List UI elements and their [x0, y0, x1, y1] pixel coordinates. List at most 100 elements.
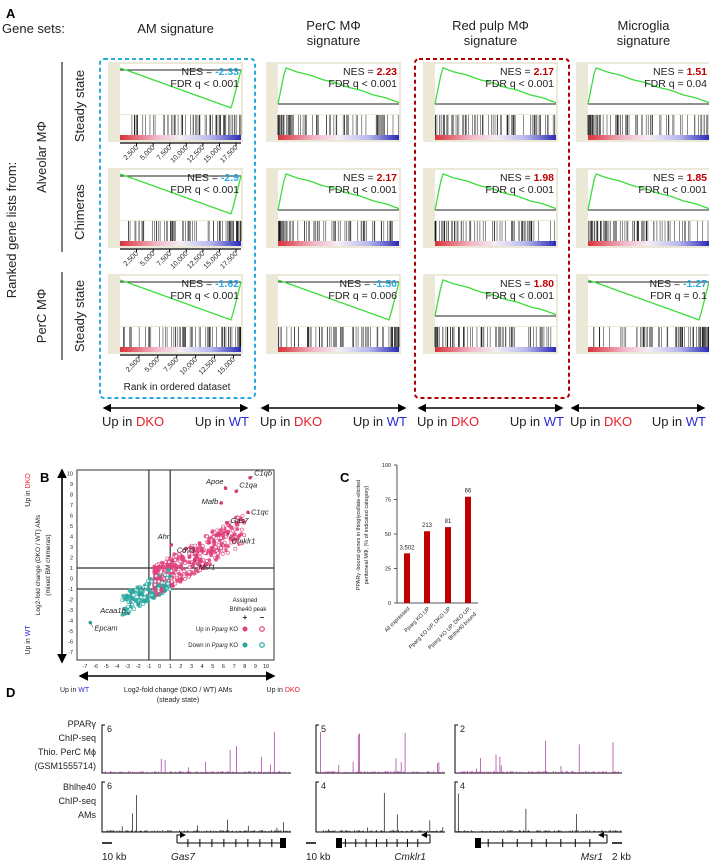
up-point — [208, 562, 212, 567]
track-max-label: 4 — [321, 781, 326, 791]
track-axis — [101, 724, 291, 774]
rank-color-bar — [588, 135, 709, 140]
y-tick-label: 9 — [70, 482, 73, 488]
x-tick-label: 6 — [222, 664, 225, 670]
up-point — [211, 538, 216, 543]
up-point — [152, 564, 157, 569]
up-point — [177, 571, 182, 576]
up-in-wt-label: Up in WT — [60, 687, 90, 694]
row-label-steady-state-perc: Steady state — [72, 280, 87, 352]
up-point — [156, 579, 161, 584]
enrichment-curve — [277, 173, 400, 211]
up-point — [229, 540, 234, 545]
fdr-value: FDR q < 0.001 — [485, 78, 554, 90]
down-point — [165, 581, 170, 586]
down-point — [126, 604, 130, 609]
rank-color-bar — [435, 241, 556, 246]
rank-tick-label: 2,500 — [123, 144, 140, 161]
up-point — [167, 560, 172, 564]
barcode-area — [120, 115, 241, 135]
bar — [424, 531, 430, 603]
column-title: Red pulp MΦ — [452, 18, 529, 33]
wt-text: WT — [229, 414, 249, 429]
dko-text: DKO — [136, 414, 164, 429]
group-label-alveolar: Alveolar MΦ — [34, 121, 49, 193]
column-title: AM signature — [137, 21, 214, 36]
up-point — [187, 570, 192, 575]
y-tick-label: 1 — [70, 566, 73, 572]
up-point — [200, 543, 205, 548]
up-point — [165, 556, 170, 561]
legend-title: Bhlhe40 peak — [230, 607, 268, 613]
down-point — [121, 609, 126, 614]
column-title: signature — [617, 33, 670, 48]
up-in-wt-label: Up in WT — [195, 414, 249, 429]
x-tick-label: -6 — [93, 664, 98, 670]
up-point — [200, 561, 205, 566]
y-tick-label: 50 — [385, 532, 391, 538]
nes-value: NES = -2.33 — [182, 66, 240, 78]
row-label-steady-state-am: Steady state — [72, 70, 87, 142]
barcode-area — [120, 221, 241, 241]
tss-arrow — [598, 832, 608, 843]
wt-text: WT — [387, 414, 407, 429]
up-point — [226, 544, 230, 549]
nes-number: 1.98 — [534, 172, 555, 184]
up-point — [153, 582, 157, 587]
rank-tick-label: 7,500 — [163, 356, 180, 373]
rank-tick-label: 17,500 — [219, 250, 239, 270]
up-point — [179, 577, 184, 582]
x-tick-label: -1 — [146, 664, 151, 670]
up-point — [175, 578, 180, 583]
up-point — [214, 557, 218, 562]
down-point — [143, 584, 148, 589]
up-point — [220, 551, 225, 556]
up-point — [182, 569, 186, 573]
scale-bar-label: 10 kb — [306, 852, 331, 863]
enrichment-curve — [587, 67, 709, 105]
gene-leader-line — [249, 476, 253, 478]
nes-value: NES = 2.23 — [343, 66, 397, 78]
exon-block — [336, 838, 342, 848]
up-point — [242, 533, 247, 538]
nes-number: 2.17 — [534, 66, 555, 78]
down-point — [122, 597, 127, 602]
gene-leader-line — [247, 512, 251, 514]
track-axis — [315, 781, 445, 833]
gene-leader-line — [90, 622, 94, 628]
ppar-track-label: ChIP-seq — [58, 733, 96, 743]
up-point — [177, 564, 182, 569]
legend-gene: Pparg — [212, 627, 229, 633]
y-tick-label: 7 — [70, 503, 73, 509]
up-point — [240, 513, 245, 518]
y-tick-label: 75 — [385, 498, 391, 504]
legend-minus: − — [260, 613, 265, 622]
rank-tick-label: 5,000 — [139, 250, 156, 267]
up-point — [234, 521, 239, 526]
up-in-dko-label: Up in DKO — [417, 414, 479, 429]
rank-color-bar — [435, 135, 556, 140]
gene-label: Cd93 — [177, 545, 196, 554]
tss-arrow — [176, 832, 186, 843]
ranked-lists-label: Ranked gene lists from: — [4, 162, 19, 299]
up-point — [186, 574, 191, 579]
x-tick-label: -2 — [136, 664, 141, 670]
down-point — [139, 586, 144, 590]
down-point — [128, 600, 133, 605]
enrichment-curve — [434, 67, 557, 105]
down-point — [149, 579, 154, 584]
y-tick-label: -5 — [68, 629, 73, 635]
x-tick-label: 5 — [211, 664, 214, 670]
legend-title: Assigned — [233, 598, 258, 604]
down-point — [151, 595, 156, 600]
group-label-perc: PerC MΦ — [34, 289, 49, 343]
up-point — [221, 548, 226, 553]
up-point — [238, 541, 243, 546]
down-point — [156, 586, 161, 591]
y-tick-label: -2 — [68, 598, 73, 604]
barcode-area — [435, 221, 556, 241]
